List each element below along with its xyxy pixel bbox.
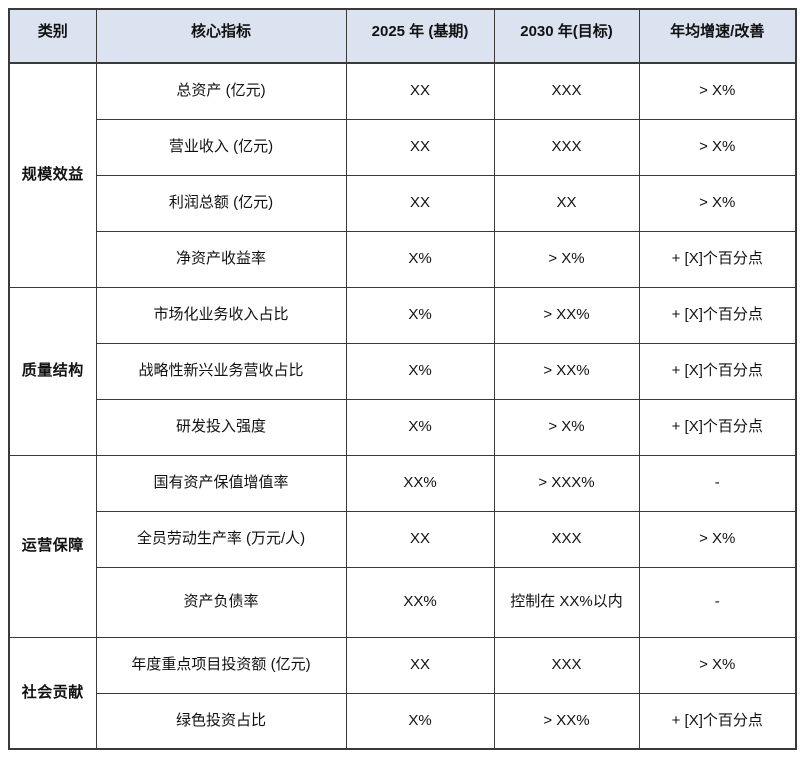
table-row: 资产负债率 XX% 控制在 XX%以内 - bbox=[9, 566, 797, 638]
base-2025-cell: XX bbox=[345, 510, 495, 568]
table-row: 战略性新兴业务营收占比 X% > XX% + [X]个百分点 bbox=[9, 342, 797, 400]
header-row: 类别 核心指标 2025 年 (基期) 2030 年(目标) 年均增速/改善 bbox=[8, 8, 797, 64]
header-indicator: 核心指标 bbox=[95, 8, 347, 64]
target-2030-cell: > X% bbox=[493, 230, 640, 288]
base-2025-cell: XX bbox=[345, 62, 495, 120]
base-2025-cell: XX bbox=[345, 636, 495, 694]
target-2030-cell: > X% bbox=[493, 398, 640, 456]
target-2030-cell: > XXX% bbox=[493, 454, 640, 512]
table-row: 运营保障 国有资产保值增值率 XX% > XXX% - bbox=[8, 454, 797, 638]
table-row: 利润总额 (亿元) XX XX > X% bbox=[9, 174, 797, 232]
table-row: 规模效益 总资产 (亿元) XX XXX > X% bbox=[8, 62, 797, 288]
indicator-cell: 总资产 (亿元) bbox=[95, 62, 347, 120]
table-row: 社会贡献 年度重点项目投资额 (亿元) XX XXX > X% bbox=[8, 636, 797, 750]
base-2025-cell: X% bbox=[345, 230, 495, 288]
growth-cell: + [X]个百分点 bbox=[638, 398, 797, 456]
category-cell: 社会贡献 bbox=[8, 636, 97, 750]
growth-cell: > X% bbox=[638, 174, 797, 232]
growth-cell: + [X]个百分点 bbox=[638, 342, 797, 400]
target-2030-cell: XXX bbox=[493, 510, 640, 568]
growth-cell: > X% bbox=[638, 636, 797, 694]
category-cell: 规模效益 bbox=[8, 62, 97, 288]
indicator-cell: 利润总额 (亿元) bbox=[95, 174, 347, 232]
indicator-cell: 全员劳动生产率 (万元/人) bbox=[95, 510, 347, 568]
table-row: 全员劳动生产率 (万元/人) XX XXX > X% bbox=[9, 510, 797, 568]
base-2025-cell: X% bbox=[345, 398, 495, 456]
base-2025-cell: XX bbox=[345, 118, 495, 176]
target-2030-cell: XXX bbox=[493, 62, 640, 120]
target-2030-cell: > XX% bbox=[493, 342, 640, 400]
table-row: 营业收入 (亿元) XX XXX > X% bbox=[9, 118, 797, 176]
kpi-table: 类别 核心指标 2025 年 (基期) 2030 年(目标) 年均增速/改善 规… bbox=[8, 8, 797, 750]
table-row: 质量结构 市场化业务收入占比 X% > XX% + [X]个百分点 bbox=[8, 286, 797, 456]
indicator-cell: 净资产收益率 bbox=[95, 230, 347, 288]
base-2025-cell: XX% bbox=[345, 454, 495, 512]
header-annual-growth: 年均增速/改善 bbox=[638, 8, 797, 64]
indicator-cell: 战略性新兴业务营收占比 bbox=[95, 342, 347, 400]
table-row: 绿色投资占比 X% > XX% + [X]个百分点 bbox=[9, 692, 797, 750]
category-cell: 运营保障 bbox=[8, 454, 97, 638]
table-row: 净资产收益率 X% > X% + [X]个百分点 bbox=[9, 230, 797, 288]
growth-cell: - bbox=[638, 454, 797, 512]
target-2030-cell: XXX bbox=[493, 118, 640, 176]
base-2025-cell: X% bbox=[345, 286, 495, 344]
base-2025-cell: XX% bbox=[345, 566, 495, 638]
table-row: 研发投入强度 X% > X% + [X]个百分点 bbox=[9, 398, 797, 456]
indicator-cell: 研发投入强度 bbox=[95, 398, 347, 456]
target-2030-cell: XX bbox=[493, 174, 640, 232]
growth-cell: > X% bbox=[638, 118, 797, 176]
growth-cell: + [X]个百分点 bbox=[638, 230, 797, 288]
indicator-cell: 市场化业务收入占比 bbox=[95, 286, 347, 344]
base-2025-cell: X% bbox=[345, 692, 495, 750]
category-cell: 质量结构 bbox=[8, 286, 97, 456]
growth-cell: > X% bbox=[638, 62, 797, 120]
growth-cell: + [X]个百分点 bbox=[638, 286, 797, 344]
target-2030-cell: XXX bbox=[493, 636, 640, 694]
growth-cell: > X% bbox=[638, 510, 797, 568]
target-2030-cell: > XX% bbox=[493, 692, 640, 750]
header-category: 类别 bbox=[8, 8, 97, 64]
base-2025-cell: X% bbox=[345, 342, 495, 400]
base-2025-cell: XX bbox=[345, 174, 495, 232]
target-2030-cell: > XX% bbox=[493, 286, 640, 344]
target-2030-cell: 控制在 XX%以内 bbox=[493, 566, 640, 638]
growth-cell: + [X]个百分点 bbox=[638, 692, 797, 750]
header-2025-base: 2025 年 (基期) bbox=[345, 8, 495, 64]
indicator-cell: 绿色投资占比 bbox=[95, 692, 347, 750]
indicator-cell: 营业收入 (亿元) bbox=[95, 118, 347, 176]
indicator-cell: 年度重点项目投资额 (亿元) bbox=[95, 636, 347, 694]
header-2030-target: 2030 年(目标) bbox=[493, 8, 640, 64]
indicator-cell: 国有资产保值增值率 bbox=[95, 454, 347, 512]
growth-cell: - bbox=[638, 566, 797, 638]
indicator-cell: 资产负债率 bbox=[95, 566, 347, 638]
